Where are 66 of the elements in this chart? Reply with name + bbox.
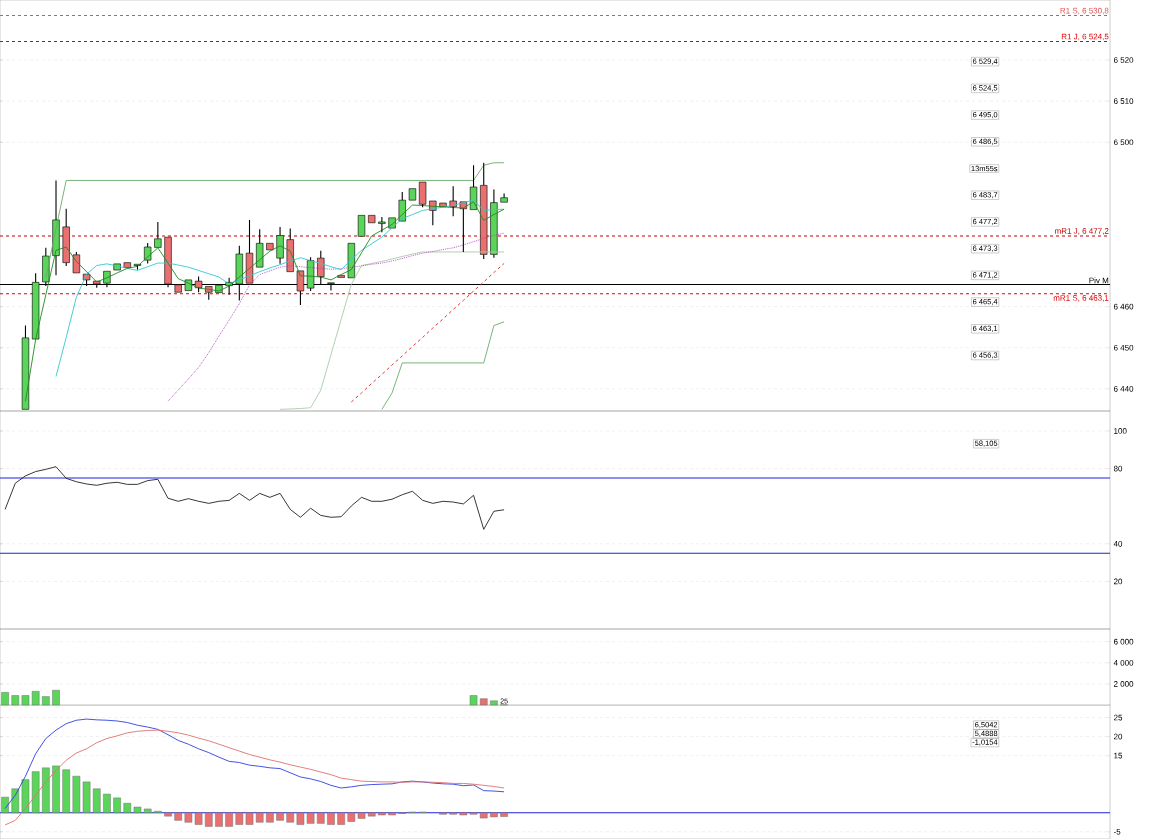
bar — [316, 812, 325, 824]
candlestick — [378, 216, 386, 233]
y-tick-label: 20 — [1113, 578, 1123, 585]
candlestick — [500, 193, 508, 203]
candlestick — [266, 243, 274, 251]
y-tick-label: 6 450 — [1113, 344, 1134, 351]
y-tick-label: 2 000 — [1113, 681, 1134, 687]
candlestick — [256, 228, 264, 268]
candlestick — [368, 215, 376, 224]
bar — [286, 812, 295, 823]
bar — [204, 812, 213, 827]
bar — [1, 796, 9, 813]
ref-line-label: R1 J, 6 524,5 — [1061, 33, 1109, 41]
y-tick-label: 6 510 — [1113, 98, 1134, 104]
y-tick-label: 25 — [1113, 714, 1123, 721]
bar — [1, 692, 9, 706]
bar — [378, 812, 386, 816]
bar — [11, 695, 20, 706]
y-tick-label: 15 — [1114, 752, 1123, 759]
ref-line-label: R1 S, 6 530,8 — [1060, 7, 1109, 15]
line-series — [4, 718, 505, 810]
y-tick-label: 20 — [1113, 733, 1123, 740]
y-tick-label: 100 — [1114, 428, 1127, 434]
bar — [327, 812, 335, 825]
bar — [42, 696, 50, 706]
bar — [337, 812, 345, 825]
bar — [388, 812, 396, 816]
bar — [52, 765, 60, 813]
y-tick-label: 6 460 — [1113, 303, 1134, 310]
bar — [52, 689, 60, 706]
line-series — [4, 466, 505, 530]
line-series — [350, 263, 505, 403]
bar — [164, 812, 172, 817]
bar — [62, 769, 71, 813]
bar — [266, 812, 274, 823]
bar — [225, 812, 233, 827]
bar — [479, 698, 488, 706]
y-tick-label: 6 440 — [1113, 385, 1134, 392]
bar — [174, 812, 183, 821]
candlestick — [408, 188, 417, 201]
y-tick-label: -5 — [1113, 828, 1121, 835]
bar — [113, 797, 121, 813]
bar — [479, 812, 488, 819]
bar — [215, 812, 223, 827]
y-tick-label: 80 — [1113, 465, 1123, 472]
bar — [276, 812, 284, 821]
bar — [500, 812, 508, 817]
y-tick-label: 40 — [1113, 540, 1123, 547]
bar — [11, 788, 20, 813]
bar — [103, 793, 111, 813]
candlestick — [480, 162, 488, 260]
candlestick — [357, 215, 366, 237]
bar — [42, 767, 50, 813]
ref-line-label: mR1 J, 6 477,2 — [1055, 228, 1109, 235]
candlestick — [72, 251, 81, 274]
y-tick-label: 6 500 — [1113, 139, 1134, 146]
y-tick-label: 6 520 — [1113, 57, 1134, 63]
bar — [92, 788, 101, 813]
bar — [490, 812, 498, 818]
candlestick — [276, 226, 284, 265]
y-tick-label: 4 000 — [1113, 659, 1134, 666]
candlestick — [418, 181, 427, 208]
ref-line-label: mR1 S, 6 463,1 — [1053, 295, 1109, 302]
y-tick-label: 6 000 — [1113, 638, 1134, 645]
ref-line-label: Piv M — [1089, 277, 1109, 284]
bar — [469, 695, 478, 706]
